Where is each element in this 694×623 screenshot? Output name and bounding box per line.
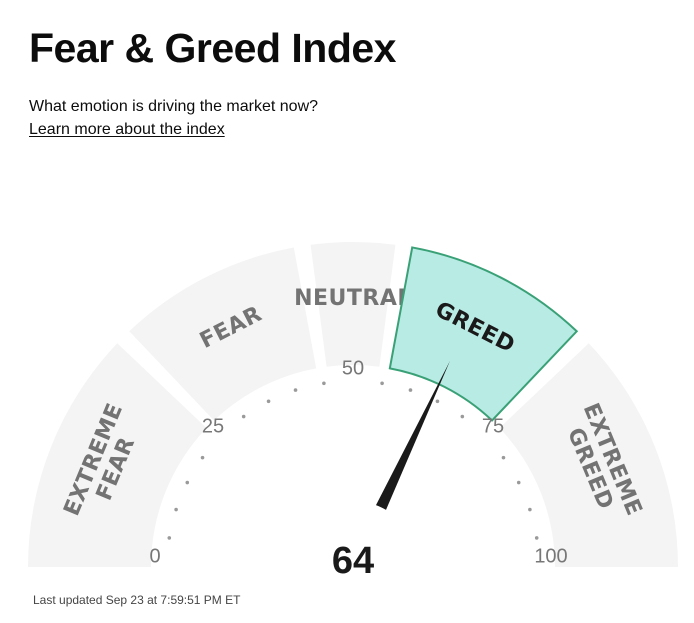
scale-dot (174, 507, 178, 512)
gauge-needle-group (369, 360, 451, 523)
scale-dot (534, 536, 539, 540)
gauge-segment-neutral (310, 242, 396, 367)
page-subtitle: What emotion is driving the market now? (29, 98, 319, 115)
scale-dot (380, 381, 384, 386)
scale-dot (528, 507, 532, 512)
scale-dot (322, 381, 326, 386)
scale-dot (501, 455, 506, 460)
scale-dot (408, 388, 413, 392)
gauge-segment-extreme-fear (28, 343, 207, 567)
last-updated: Last updated Sep 23 at 7:59:51 PM ET (33, 593, 241, 607)
tick-label-75: 75 (482, 415, 504, 437)
tick-label-25: 25 (202, 415, 224, 437)
gauge-segment-label-line: NEUTRAL (294, 286, 412, 311)
scale-dot (266, 399, 271, 404)
score-circle (287, 501, 419, 623)
gauge-segment-greed (388, 246, 579, 422)
gauge-segment-label-neutral: NEUTRAL (294, 286, 412, 311)
score-value: 64 (332, 540, 374, 582)
scale-dot (167, 536, 172, 540)
gauge-scale-dots (167, 381, 539, 540)
scale-dot (516, 480, 521, 485)
page-title: Fear & Greed Index (29, 25, 396, 71)
gauge-needle (369, 360, 451, 523)
scale-dot (185, 480, 190, 485)
scale-dot (435, 399, 440, 404)
tick-label-50: 50 (342, 357, 364, 379)
tick-label-100: 100 (534, 545, 567, 567)
gauge-center: 64 (287, 501, 419, 623)
scale-dot (293, 388, 298, 392)
learn-more-link[interactable]: Learn more about the index (29, 121, 225, 138)
gauge-segment-extreme-greed (499, 343, 678, 567)
scale-dot (460, 414, 465, 419)
scale-dot (241, 414, 246, 419)
scale-dot (200, 455, 205, 460)
gauge-tick-labels: 0 25 50 75 100 (149, 357, 567, 567)
gauge-segment-fear (129, 247, 317, 421)
tick-label-0: 0 (149, 545, 160, 567)
